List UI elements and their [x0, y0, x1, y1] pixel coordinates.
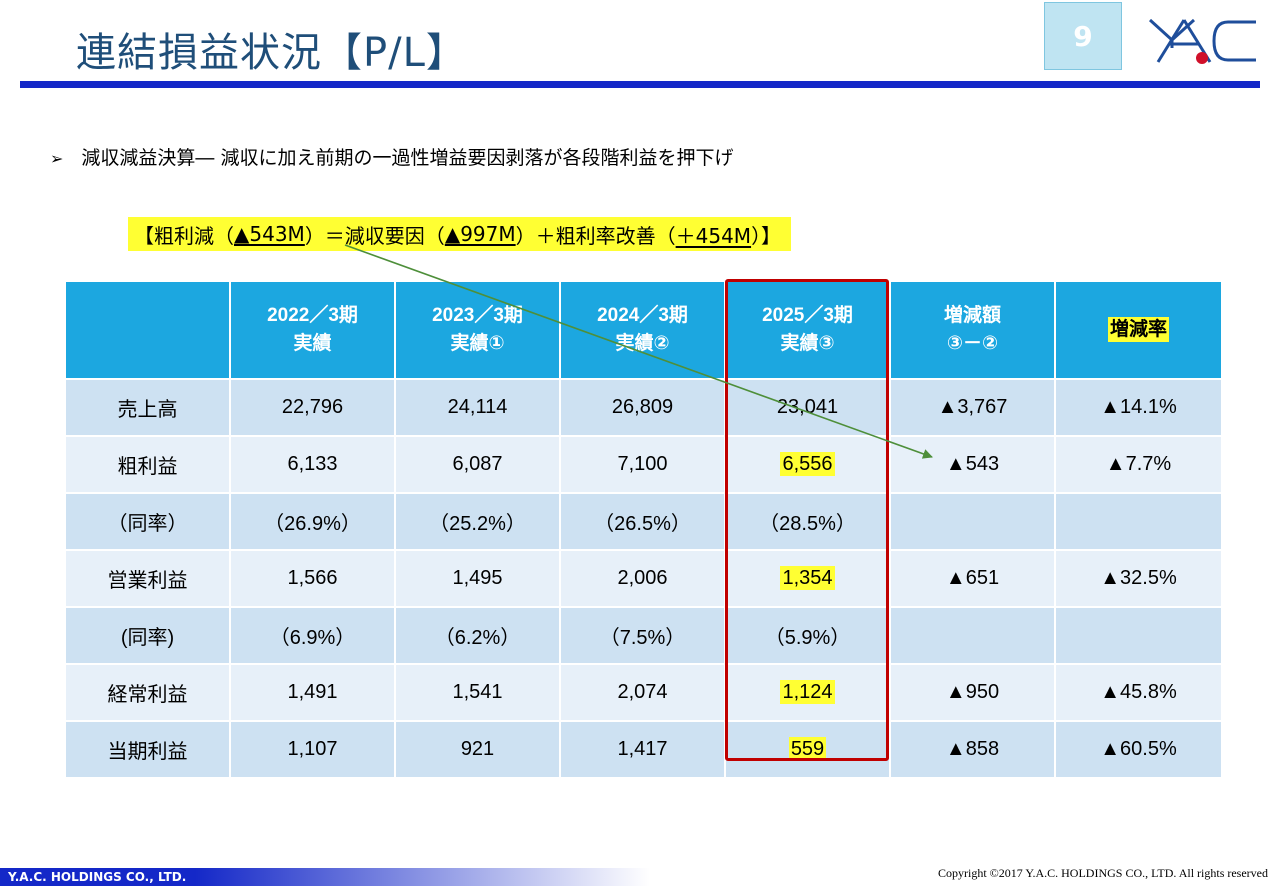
highlighted-value: 1,354 — [780, 566, 835, 590]
table-cell: （5.9%） — [724, 606, 891, 665]
table-cell: ▲3,767 — [889, 378, 1056, 437]
table-cell: 26,809 — [559, 378, 726, 437]
table-row: 売上高 22,796 24,114 26,809 23,041 ▲3,767 ▲… — [64, 378, 1223, 437]
highlighted-value: 1,124 — [780, 680, 835, 704]
table-cell: 22,796 — [229, 378, 396, 437]
table-row: 当期利益 1,107 921 1,417 559 ▲858 ▲60.5% — [64, 720, 1223, 779]
table-cell: ▲543 — [889, 435, 1056, 494]
footer-company: Y.A.C. HOLDINGS CO., LTD. — [8, 870, 187, 884]
row-label: 粗利益 — [64, 435, 231, 494]
summary-text: 減収減益決算― 減収に加え前期の一過性増益要因剥落が各段階利益を押下げ — [81, 147, 734, 169]
table-row: （同率） （26.9%） （25.2%） （26.5%） （28.5%） — [64, 492, 1223, 551]
column-header-change-rate: 増減率 — [1054, 280, 1223, 380]
title-underline — [20, 81, 1260, 88]
table-cell: ▲858 — [889, 720, 1056, 779]
table-header-row: 2022／3期 実績 2023／3期 実績① 2024／3期 実績② 2025／3期実… — [64, 280, 1223, 380]
callout-margin-improvement: ＋454M — [675, 223, 752, 248]
table-cell: 2,006 — [559, 549, 726, 608]
table-cell: 6,133 — [229, 435, 396, 494]
header-corner-cell — [64, 280, 231, 380]
row-label: （同率） — [64, 492, 231, 551]
table-cell: 1,541 — [394, 663, 561, 722]
summary-bullet: ➢ 減収減益決算― 減収に加え前期の一過性増益要因剥落が各段階利益を押下げ — [50, 143, 733, 170]
column-header: 増減額 ③－② — [889, 280, 1056, 380]
row-label: 経常利益 — [64, 663, 231, 722]
table-cell: 1,491 — [229, 663, 396, 722]
table-cell: 6,087 — [394, 435, 561, 494]
table-cell: ▲7.7% — [1054, 435, 1223, 494]
table-row: 営業利益 1,566 1,495 2,006 1,354 ▲651 ▲32.5% — [64, 549, 1223, 608]
bullet-arrow-icon: ➢ — [50, 149, 64, 168]
table-cell: 1,124 — [724, 663, 891, 722]
table-cell: 24,114 — [394, 378, 561, 437]
row-label: 営業利益 — [64, 549, 231, 608]
row-label: 売上高 — [64, 378, 231, 437]
callout-gross-profit-decrease: ▲543M — [234, 222, 305, 246]
callout-sales-decrease-factor: ▲997M — [444, 222, 516, 246]
table-cell — [1054, 606, 1223, 665]
table-cell: （26.5%） — [559, 492, 726, 551]
table-cell: ▲14.1% — [1054, 378, 1223, 437]
table-row: 経常利益 1,491 1,541 2,074 1,124 ▲950 ▲45.8% — [64, 663, 1223, 722]
table-cell: 559 — [724, 720, 891, 779]
table-cell: （26.9%） — [229, 492, 396, 551]
callout-text: ）＝減収要因（ — [304, 223, 445, 248]
table-cell: （6.2%） — [394, 606, 561, 665]
column-header: 2024／3期 実績② — [559, 280, 726, 380]
table-cell: （7.5%） — [559, 606, 726, 665]
table-cell: ▲32.5% — [1054, 549, 1223, 608]
row-label: (同率) — [64, 606, 231, 665]
table-row: (同率) （6.9%） （6.2%） （7.5%） （5.9%） — [64, 606, 1223, 665]
table-cell: 1,566 — [229, 549, 396, 608]
table-cell: ▲45.8% — [1054, 663, 1223, 722]
footer-copyright: Copyright ©2017 Y.A.C. HOLDINGS CO., LTD… — [938, 866, 1268, 880]
table-cell: ▲651 — [889, 549, 1056, 608]
table-cell: 921 — [394, 720, 561, 779]
callout-text: ）】 — [751, 223, 782, 248]
table-cell: 6,556 — [724, 435, 891, 494]
table-cell — [889, 492, 1056, 551]
callout-text: 【粗利減（ — [134, 223, 234, 248]
slide-title: 連結損益状況【P/L】 — [76, 30, 467, 76]
page-number: 9 — [1044, 2, 1122, 70]
table-cell: ▲60.5% — [1054, 720, 1223, 779]
highlighted-value: 559 — [788, 737, 827, 761]
table-cell — [889, 606, 1056, 665]
table-cell: 1,417 — [559, 720, 726, 779]
table-cell: 1,107 — [229, 720, 396, 779]
callout-text: ）＋粗利率改善（ — [515, 223, 676, 248]
gross-profit-breakdown-callout: 【粗利減（ ▲543M ）＝減収要因（ ▲997M ）＋粗利率改善（ ＋454M）】 — [128, 217, 792, 251]
table-cell: （28.5%） — [724, 492, 891, 551]
pl-table: 2022／3期 実績 2023／3期 実績① 2024／3期 実績② 2025／3期実… — [64, 280, 1223, 779]
column-header: 2023／3期 実績① — [394, 280, 561, 380]
table-cell: （25.2%） — [394, 492, 561, 551]
table-cell: 23,041 — [724, 378, 891, 437]
table-cell: 2,074 — [559, 663, 726, 722]
table-cell: （6.9%） — [229, 606, 396, 665]
yac-logo — [1148, 18, 1256, 64]
table-cell: 1,354 — [724, 549, 891, 608]
row-label: 当期利益 — [64, 720, 231, 779]
highlighted-value: 6,556 — [780, 452, 835, 476]
column-header: 2022／3期 実績 — [229, 280, 396, 380]
table-cell — [1054, 492, 1223, 551]
table-cell: 1,495 — [394, 549, 561, 608]
table-cell: 7,100 — [559, 435, 726, 494]
footer-bar — [0, 868, 650, 886]
table-row: 粗利益 6,133 6,087 7,100 6,556 ▲543 ▲7.7% — [64, 435, 1223, 494]
column-header: 2025／3期 実績③ — [724, 280, 891, 380]
table-cell: ▲950 — [889, 663, 1056, 722]
